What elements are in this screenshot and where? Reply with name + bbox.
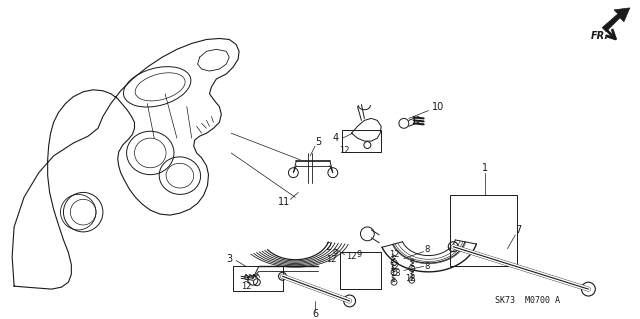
Text: 1: 1 <box>482 163 488 173</box>
Text: 12: 12 <box>326 255 337 264</box>
Polygon shape <box>602 8 630 32</box>
Text: 9: 9 <box>243 275 248 284</box>
Text: 12: 12 <box>406 274 416 283</box>
Text: 2: 2 <box>324 242 331 252</box>
Text: 10: 10 <box>432 101 445 112</box>
Text: 8: 8 <box>424 245 429 254</box>
Text: 12: 12 <box>388 250 399 259</box>
Text: 8: 8 <box>424 262 429 271</box>
Text: 4: 4 <box>333 133 339 143</box>
Text: 7: 7 <box>515 225 522 235</box>
Text: FR.: FR. <box>590 31 609 41</box>
Text: 5: 5 <box>315 137 321 147</box>
Text: 12: 12 <box>339 146 350 155</box>
Text: 12: 12 <box>388 262 399 271</box>
Text: 3: 3 <box>226 254 232 263</box>
Text: 11: 11 <box>278 197 291 207</box>
Text: 9: 9 <box>357 250 362 259</box>
Text: 9: 9 <box>332 249 337 258</box>
Text: 12: 12 <box>346 252 357 261</box>
Text: 13: 13 <box>390 269 400 278</box>
Text: SK73  M0700 A: SK73 M0700 A <box>495 296 560 306</box>
Text: 6: 6 <box>312 309 318 319</box>
Text: 12: 12 <box>241 282 252 291</box>
